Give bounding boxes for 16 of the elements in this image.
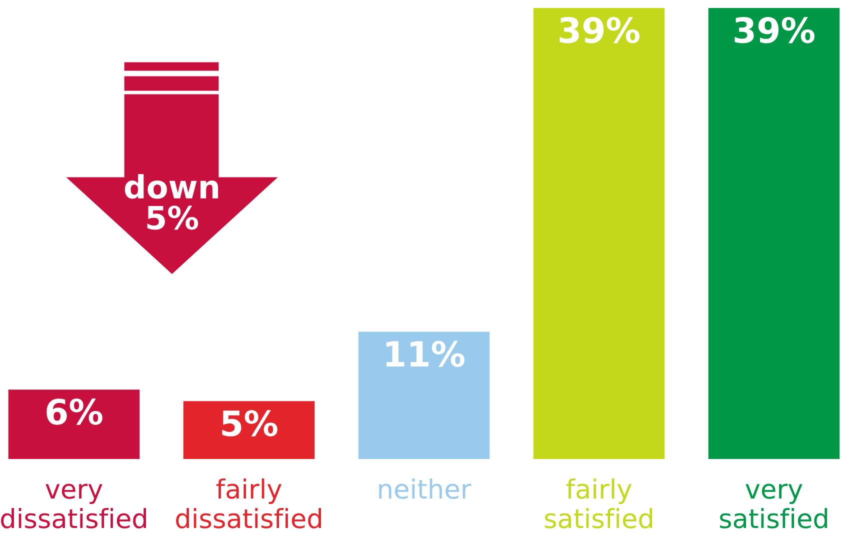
bar [183,401,315,459]
bar [358,332,490,459]
x-tick-label: very satisfied [720,484,828,528]
x-tick-label: fairly satisfied [544,478,652,528]
data-label: 6% [46,398,102,425]
data-label: 39% [734,16,814,44]
data-label: 5% [222,410,278,436]
x-tick-label: very dissatisfied [1,484,146,528]
data-label: 39% [560,16,640,44]
x-tick-label: fairly dissatisfied [176,478,321,528]
bar [533,8,665,459]
annotation: down 5% [124,174,218,230]
bar [8,390,140,459]
x-tick-label: neither [379,478,472,499]
bar [708,8,840,459]
data-label: 11% [386,340,464,368]
